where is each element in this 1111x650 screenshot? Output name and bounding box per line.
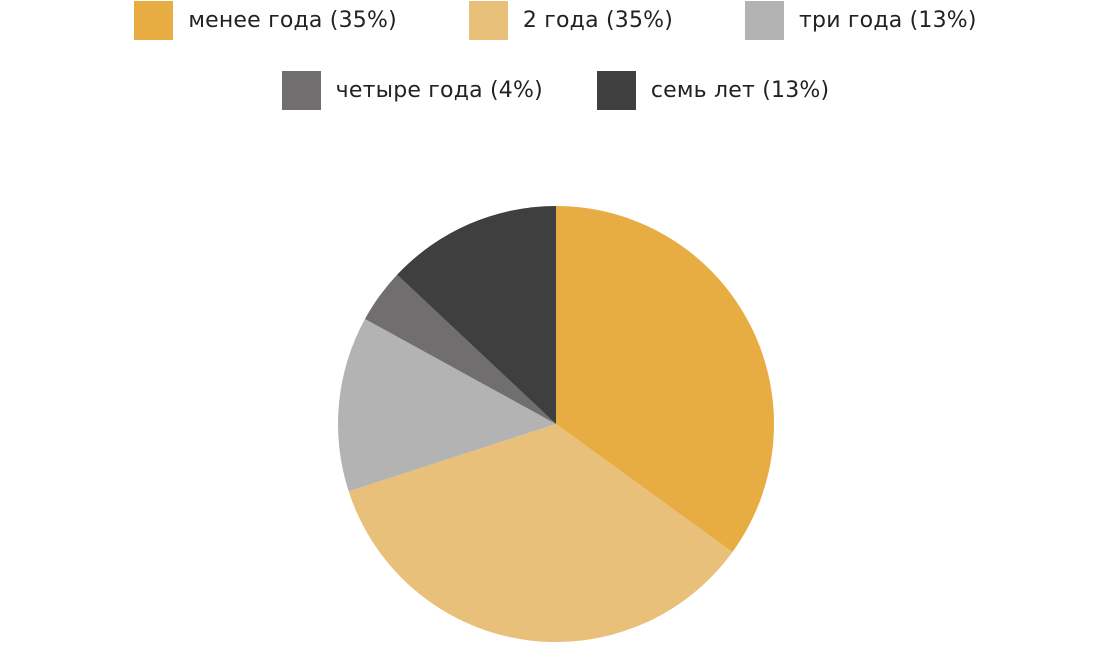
legend-swatch	[745, 0, 785, 40]
legend-item-less-than-year: менее года (35%)	[134, 0, 397, 40]
legend-item-four-years: четыре года (4%)	[281, 70, 543, 110]
pie-slice-four-years	[364, 274, 556, 424]
legend-swatch	[468, 0, 508, 40]
pie-slice-two-years	[348, 424, 733, 643]
legend-row-top: менее года (35%) 2 года (35%) три года (…	[0, 0, 1111, 40]
legend-label: четыре года (4%)	[335, 77, 543, 103]
legend-item-seven-years: семь лет (13%)	[596, 70, 830, 110]
legend-label: семь лет (13%)	[650, 77, 830, 103]
legend-swatch	[596, 70, 636, 110]
pie-slice-seven-years	[397, 205, 556, 424]
legend-swatch	[134, 0, 174, 40]
legend-label: 2 года (35%)	[522, 7, 674, 33]
legend-row-bottom: четыре года (4%) семь лет (13%)	[0, 70, 1111, 110]
legend-label: менее года (35%)	[188, 7, 397, 33]
legend-label: три года (13%)	[799, 7, 977, 33]
legend-item-two-years: 2 года (35%)	[468, 0, 674, 40]
legend-swatch	[281, 70, 321, 110]
pie-slice-less-than-year	[556, 206, 775, 553]
pie-slice-three-years	[338, 318, 556, 492]
legend-item-three-years: три года (13%)	[745, 0, 977, 40]
